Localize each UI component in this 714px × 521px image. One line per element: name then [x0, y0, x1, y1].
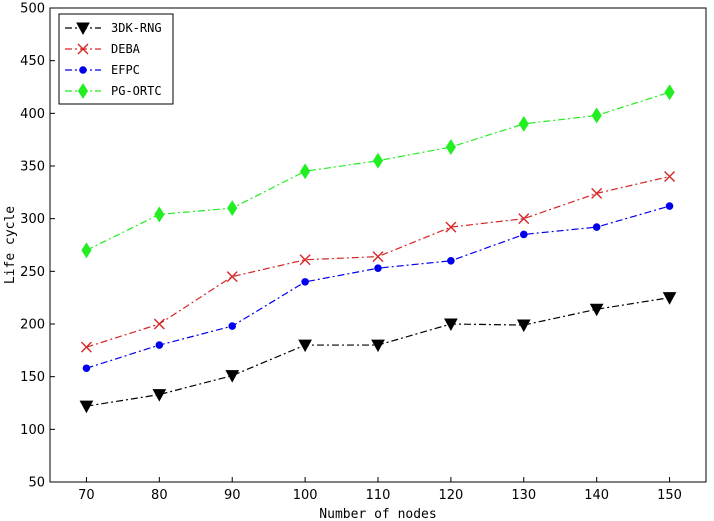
legend-entry: PG-ORTC — [65, 83, 162, 99]
x-tick-label: 90 — [224, 488, 241, 503]
y-tick-label: 350 — [20, 160, 45, 175]
data-point — [664, 171, 676, 183]
data-point — [298, 339, 312, 353]
data-point — [444, 318, 458, 332]
data-point — [228, 322, 237, 330]
data-point — [227, 200, 238, 217]
legend-marker — [79, 66, 87, 74]
data-point — [516, 319, 531, 333]
data-point — [372, 251, 384, 263]
data-point — [225, 370, 240, 383]
data-point — [372, 152, 384, 169]
x-tick-label: 80 — [151, 488, 168, 503]
y-tick-label: 500 — [20, 2, 45, 17]
data-point — [82, 364, 91, 373]
data-point — [665, 202, 674, 210]
y-tick-label: 450 — [20, 54, 45, 69]
series — [81, 84, 675, 259]
data-point — [226, 271, 238, 283]
legend-entry: DEBA — [65, 42, 141, 56]
x-tick-label: 70 — [78, 488, 95, 503]
data-point — [447, 257, 455, 265]
data-point — [662, 292, 677, 305]
x-tick-label: 140 — [584, 488, 609, 503]
legend-label: PG-ORTC — [111, 84, 162, 98]
data-point — [518, 115, 529, 132]
legend-label: 3DK-RNG — [111, 21, 162, 35]
data-point — [154, 206, 165, 223]
data-point — [518, 213, 530, 225]
legend-box — [58, 13, 174, 105]
legend: 3DK-RNG DEBA EFPC PG-ORTC — [58, 13, 174, 105]
series — [82, 202, 674, 373]
x-tick-label: 130 — [511, 488, 536, 503]
x-tick-label: 120 — [438, 488, 463, 503]
y-axis-title: Life cycle — [3, 206, 18, 284]
y-axis: 50 100 150 200 250 300 350 400 450 500 — [20, 2, 55, 491]
data-point — [589, 303, 604, 317]
legend-marker — [77, 43, 89, 55]
data-point — [371, 339, 385, 353]
series-line — [86, 91, 670, 251]
y-tick-label: 200 — [20, 318, 45, 333]
data-point — [519, 230, 528, 239]
x-tick-label: 110 — [366, 488, 391, 503]
series — [79, 292, 677, 414]
x-tick-label: 150 — [657, 488, 682, 503]
data-point — [299, 254, 311, 266]
y-tick-label: 400 — [20, 107, 45, 122]
data-point — [155, 341, 164, 349]
series-layer — [79, 84, 677, 414]
y-tick-label: 300 — [20, 212, 45, 227]
legend-marker — [76, 22, 90, 36]
data-point — [79, 400, 94, 414]
x-axis: 70 80 90 100 110 120 130 140 150 — [78, 477, 682, 503]
series-line — [86, 175, 670, 348]
legend-label: EFPC — [111, 63, 140, 77]
legend-entry: 3DK-RNG — [65, 21, 162, 36]
y-tick-label: 50 — [28, 476, 45, 491]
x-tick-label: 100 — [293, 488, 318, 503]
data-point — [152, 389, 167, 402]
data-point — [591, 107, 602, 124]
data-point — [301, 278, 309, 286]
x-axis-title: Number of nodes — [319, 507, 436, 521]
y-tick-label: 100 — [20, 423, 45, 438]
legend-marker — [77, 83, 89, 99]
y-tick-label: 250 — [20, 265, 45, 280]
data-point — [445, 221, 457, 233]
data-point — [374, 264, 382, 272]
data-point — [591, 187, 603, 199]
data-point — [445, 139, 456, 155]
data-point — [80, 341, 92, 353]
legend-label: DEBA — [111, 42, 141, 56]
data-point — [664, 84, 675, 101]
y-tick-label: 150 — [20, 370, 45, 385]
data-point — [592, 223, 601, 231]
data-point — [153, 318, 165, 330]
data-point — [81, 242, 92, 259]
legend-entry: EFPC — [65, 63, 140, 77]
data-point — [300, 163, 311, 180]
series — [80, 171, 676, 353]
